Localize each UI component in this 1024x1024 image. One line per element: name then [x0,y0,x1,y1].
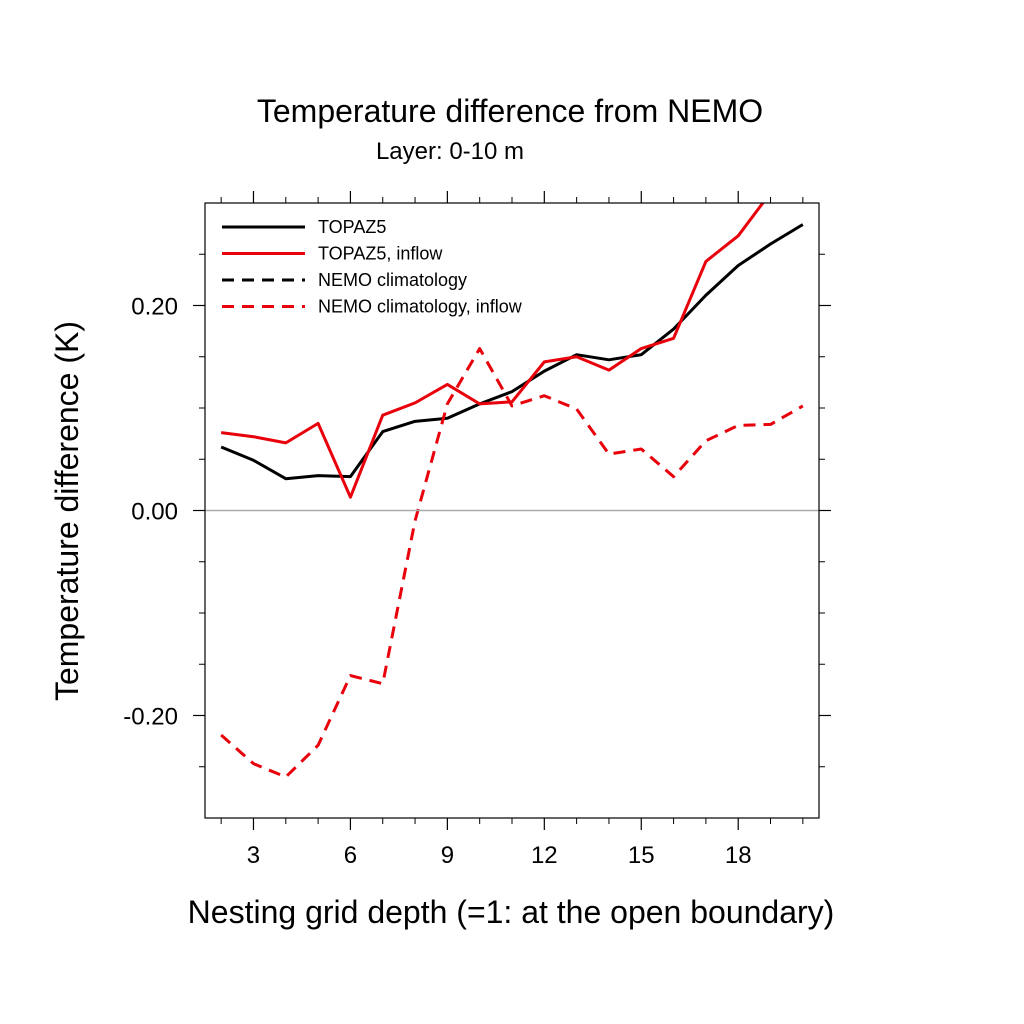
series-line [220,223,804,481]
y-tick-label: 0.20 [131,294,178,321]
x-tick-label: 15 [628,842,655,869]
y-tick-label: 0.00 [131,499,178,526]
chart-subtitle: Layer: 0-10 m [376,138,524,165]
x-tick-label: 18 [725,842,752,869]
x-tick-label: 9 [441,842,454,869]
series-line [220,203,765,499]
series-line [220,347,804,779]
x-tick-label: 6 [344,842,357,869]
legend-label: NEMO climatology, inflow [318,297,523,317]
x-axis-label: Nesting grid depth (=1: at the open boun… [188,894,835,930]
legend-label: TOPAZ5 [318,217,386,237]
y-tick-label: -0.20 [123,704,178,731]
x-tick-label: 12 [531,842,558,869]
legend-label: NEMO climatology [318,270,467,290]
legend-label: TOPAZ5, inflow [318,244,443,264]
x-tick-label: 3 [247,842,260,869]
plot-area [220,203,804,779]
chart-title: Temperature difference from NEMO [257,93,763,129]
y-axis-label: Temperature difference (K) [49,321,85,701]
